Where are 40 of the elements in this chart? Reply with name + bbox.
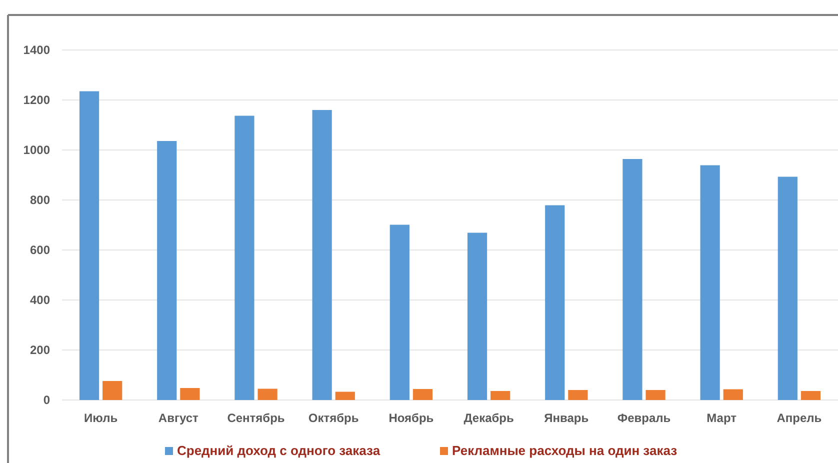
y-tick-label: 1400	[23, 43, 50, 58]
bar	[412, 389, 433, 400]
y-tick-label: 600	[30, 243, 50, 258]
x-tick-label: Апрель	[776, 411, 822, 425]
bar	[568, 390, 588, 400]
x-tick-label: Август	[158, 411, 199, 425]
y-tick-label: 200	[30, 343, 50, 358]
y-tick-label: 800	[30, 193, 50, 208]
bar	[180, 388, 200, 400]
bar	[79, 91, 100, 400]
bar	[467, 232, 488, 400]
bar	[545, 205, 565, 400]
bar	[390, 224, 410, 400]
bar	[234, 116, 254, 400]
x-tick-label: Февраль	[617, 411, 671, 425]
x-tick-label: Март	[706, 411, 737, 425]
x-tick-label: Ноябрь	[388, 411, 434, 425]
legend-label: Рекламные расходы на один заказ	[452, 443, 678, 458]
y-tick-label: 400	[30, 293, 50, 308]
bar	[700, 165, 720, 400]
bar	[622, 159, 642, 400]
x-tick-label: Июль	[84, 411, 118, 425]
x-tick-label: Декабрь	[464, 411, 514, 425]
y-tick-label: 1200	[23, 93, 50, 108]
y-tick-label: 1000	[23, 143, 50, 158]
bar	[800, 391, 821, 400]
x-tick-label: Сентябрь	[227, 411, 285, 425]
bar	[646, 390, 666, 400]
bar	[102, 381, 122, 400]
bar	[778, 176, 798, 400]
bar	[157, 141, 177, 400]
bar	[312, 110, 332, 400]
bar	[723, 389, 743, 400]
legend-label: Средний доход с одного заказа	[177, 443, 381, 458]
y-tick-label: 0	[43, 393, 50, 408]
x-tick-label: Октябрь	[308, 411, 359, 425]
bar	[258, 388, 278, 400]
bar	[335, 392, 355, 400]
x-tick-label: Январь	[544, 411, 589, 425]
bar	[490, 391, 510, 400]
